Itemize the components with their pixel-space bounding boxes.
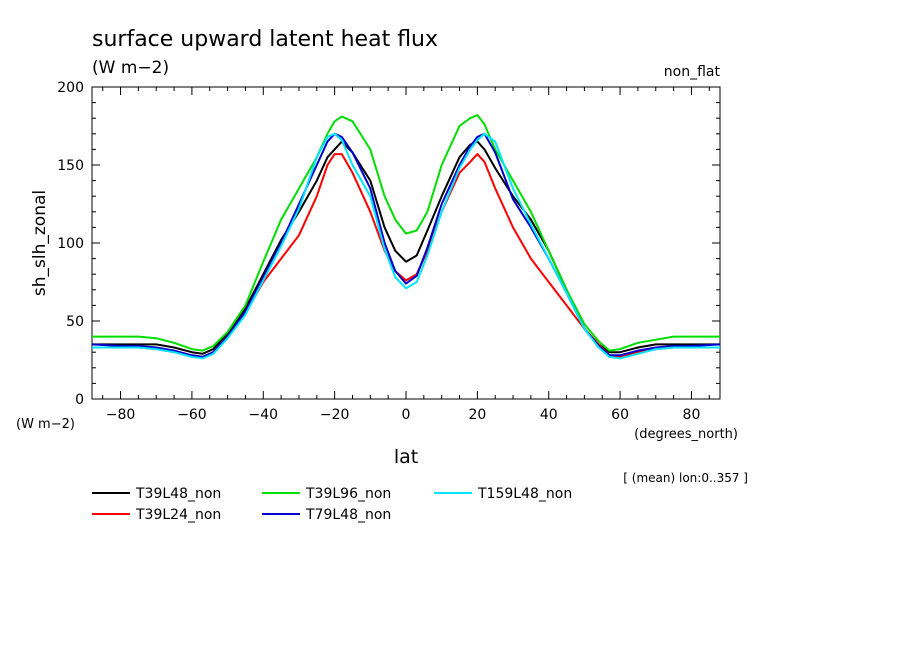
legend-label: T39L96_non [305,486,391,502]
x-tick-label: −40 [248,407,278,423]
chart-title: surface upward latent heat flux [92,27,438,52]
legend-label: T159L48_non [477,486,572,502]
series-line-t79l48-non [91,132,721,358]
chart-units: (W m−2) [92,58,169,78]
axis-ticks: −80 −60 −40 −20 0 20 40 60 80 0 50 100 150 200 [57,80,720,423]
series-line-t39l24-non [92,153,720,358]
series-line-t159l48-non [92,132,720,360]
y-axis-label: sh_slh_zonal [30,190,50,296]
x-tick-label: 0 [402,407,411,423]
y-tick-label: 150 [57,158,84,174]
plot-area: −80 −60 −40 −20 0 20 40 60 80 0 50 100 150 200 [57,80,721,423]
plot-frame [91,86,721,400]
x-tick-label: 80 [683,407,701,423]
x-tick-label: 20 [468,407,486,423]
chart-note: [ (mean) lon:0..357 ] [623,471,748,485]
legend: T39L48_non T39L96_non T159L48_non T39L24_no… [92,486,572,523]
series-line-t39l96-non [92,114,720,352]
legend-label: T39L24_non [135,507,221,523]
x-tick-label: −20 [320,407,350,423]
x-unit-label: (degrees_north) [634,427,738,442]
x-tick-label: −80 [106,407,136,423]
series-line-t39l48-non [92,140,720,355]
y-tick-label: 0 [75,392,84,408]
x-tick-label: 40 [540,407,558,423]
top-right-label: non_flat [664,64,721,80]
x-axis-label: lat [394,446,418,468]
series-lines [91,114,721,360]
y-tick-label: 100 [57,236,84,252]
legend-label: T39L48_non [135,486,221,502]
y-unit-label: (W m−2) [16,417,75,432]
y-tick-label: 50 [66,314,84,330]
x-tick-label: 60 [611,407,629,423]
legend-label: T79L48_non [305,507,391,523]
x-tick-label: −60 [177,407,207,423]
y-tick-label: 200 [57,80,84,96]
